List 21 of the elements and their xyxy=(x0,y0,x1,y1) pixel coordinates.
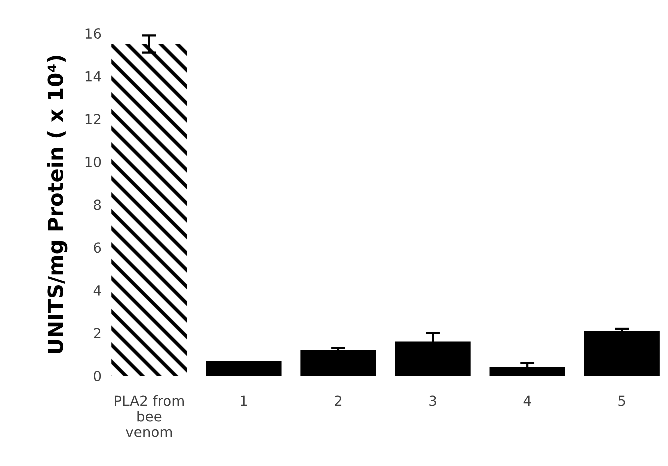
bar xyxy=(206,361,282,376)
y-tick-label: 14 xyxy=(86,72,102,82)
x-tick-label: 4 xyxy=(524,396,532,406)
x-tick-label: 2 xyxy=(335,396,342,406)
y-tick-label: 4 xyxy=(94,286,102,296)
bar xyxy=(490,368,566,376)
x-tick-label: PLA2 from bee venom xyxy=(115,396,184,438)
x-tick-label: 5 xyxy=(618,396,626,406)
x-tick-label: 1 xyxy=(241,396,248,406)
y-axis-title: UNITS/mg Protein ( x 10⁴) xyxy=(47,56,68,354)
y-tick-label: 2 xyxy=(94,328,101,339)
bar xyxy=(112,44,188,376)
y-tick-label: 8 xyxy=(94,200,102,210)
y-tick-label: 0 xyxy=(94,371,102,382)
y-tick-label: 10 xyxy=(86,156,102,168)
bar xyxy=(300,350,376,376)
y-tick-label: 12 xyxy=(86,114,101,124)
y-tick-label: 16 xyxy=(86,28,102,40)
y-tick-label: 6 xyxy=(94,242,102,254)
x-tick-label: 3 xyxy=(430,396,436,406)
bar xyxy=(584,331,660,376)
